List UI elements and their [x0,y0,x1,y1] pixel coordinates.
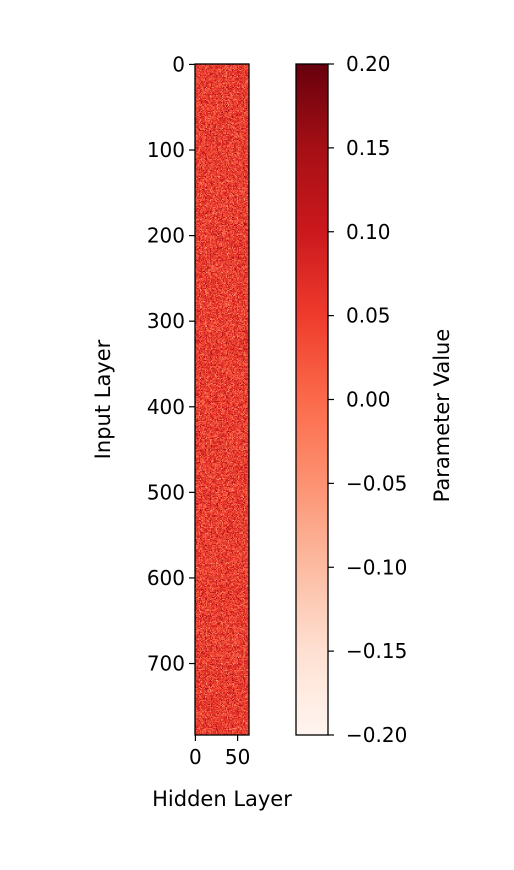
colorbar-tick-label: 0.00 [346,388,391,412]
colorbar-tick-label: 0.05 [346,304,391,328]
y-tick-label: 0 [172,52,185,76]
x-axis: 0 50 [189,735,250,769]
colorbar-label: Parameter Value [430,329,454,503]
y-tick-label: 600 [147,566,185,590]
heatmap [195,64,249,735]
x-tick-label: 50 [225,745,250,769]
x-axis-label: Hidden Layer [152,787,292,811]
colorbar-tick-label: −0.15 [346,639,407,663]
y-tick-label: 500 [147,480,185,504]
colorbar-tick-label: 0.10 [346,220,391,244]
colorbar-tick-label: 0.20 [346,52,391,76]
heatmap-image [195,64,249,735]
y-tick-label: 400 [147,395,185,419]
y-axis-label: Input Layer [91,339,115,459]
colorbar-tick-label: 0.15 [346,136,391,160]
colorbar-gradient [296,64,328,735]
y-tick-label: 300 [147,309,185,333]
y-tick-label: 700 [147,652,185,676]
x-tick-label: 0 [189,745,202,769]
y-axis: 0 100 200 300 400 500 600 700 [147,52,195,675]
y-tick-label: 200 [147,224,185,248]
y-tick-label: 100 [147,138,185,162]
colorbar-ticks: 0.20 0.15 0.10 0.05 0.00 −0.05 −0.10 −0.15 −0.20 [328,52,407,747]
colorbar: 0.20 0.15 0.10 0.05 0.00 −0.05 −0.10 −0.15 −0.20… [296,52,454,747]
colorbar-tick-label: −0.05 [346,471,407,495]
colorbar-tick-label: −0.10 [346,555,407,579]
colorbar-tick-label: −0.20 [346,723,407,747]
